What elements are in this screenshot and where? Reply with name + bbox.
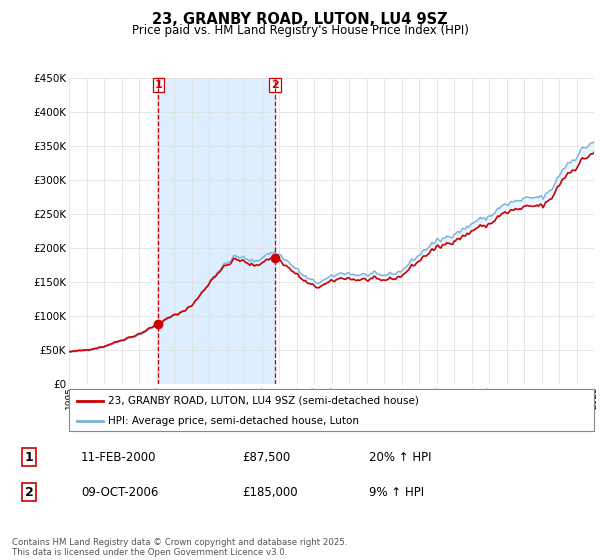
Text: 20% ↑ HPI: 20% ↑ HPI [369,451,431,464]
Text: 2: 2 [271,80,279,90]
Text: 09-OCT-2006: 09-OCT-2006 [81,486,158,498]
Text: 9% ↑ HPI: 9% ↑ HPI [369,486,424,498]
Text: Contains HM Land Registry data © Crown copyright and database right 2025.
This d: Contains HM Land Registry data © Crown c… [12,538,347,557]
Text: HPI: Average price, semi-detached house, Luton: HPI: Average price, semi-detached house,… [109,416,359,426]
Text: 23, GRANBY ROAD, LUTON, LU4 9SZ: 23, GRANBY ROAD, LUTON, LU4 9SZ [152,12,448,27]
Text: 1: 1 [25,451,34,464]
Text: £185,000: £185,000 [242,486,298,498]
Text: Price paid vs. HM Land Registry's House Price Index (HPI): Price paid vs. HM Land Registry's House … [131,24,469,36]
Text: 11-FEB-2000: 11-FEB-2000 [81,451,157,464]
Text: 23, GRANBY ROAD, LUTON, LU4 9SZ (semi-detached house): 23, GRANBY ROAD, LUTON, LU4 9SZ (semi-de… [109,396,419,406]
Text: 2: 2 [25,486,34,498]
Text: 1: 1 [155,80,162,90]
Bar [158,78,275,384]
Text: £87,500: £87,500 [242,451,290,464]
